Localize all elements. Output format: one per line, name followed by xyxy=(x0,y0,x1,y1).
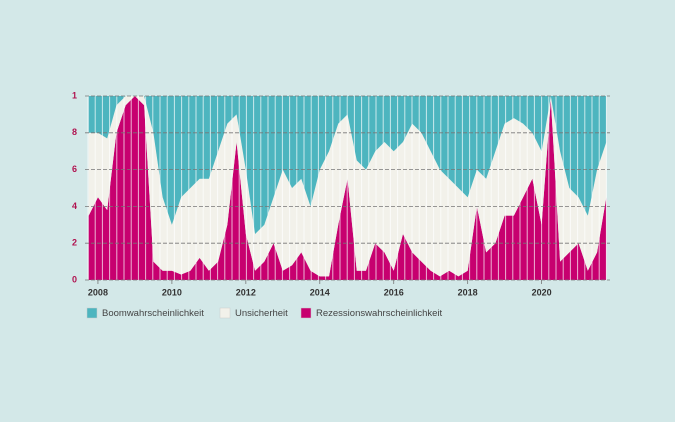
x-tick-label: 2018 xyxy=(458,287,478,297)
x-tick-label: 2020 xyxy=(532,287,552,297)
x-tick-label: 2008 xyxy=(88,287,108,297)
x-tick-label: 2012 xyxy=(236,287,256,297)
legend-label: Rezessionswahrscheinlichkeit xyxy=(316,308,443,319)
legend-swatch xyxy=(219,307,231,319)
legend-label: Unsicherheit xyxy=(235,308,288,319)
legend-swatch xyxy=(300,307,312,319)
x-tick-label: 2016 xyxy=(384,287,404,297)
y-tick-label: 0 xyxy=(72,274,77,284)
y-tick-label: 6 xyxy=(72,164,77,174)
y-tick-label: 4 xyxy=(72,201,77,211)
y-tick-label: 8 xyxy=(72,127,77,137)
x-tick-label: 2014 xyxy=(310,287,330,297)
legend-swatch xyxy=(86,307,98,319)
y-tick-label: 2 xyxy=(72,238,77,248)
y-tick-label: 1 xyxy=(72,90,77,100)
x-tick-label: 2010 xyxy=(162,287,182,297)
legend-label: Boomwahrscheinlichkeit xyxy=(102,308,204,319)
